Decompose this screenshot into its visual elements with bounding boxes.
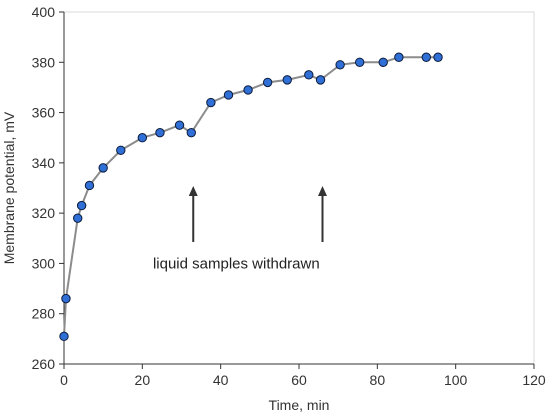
data-point (421, 52, 431, 62)
data-point (433, 52, 443, 62)
x-tick-label: 100 (444, 372, 468, 388)
data-point (61, 293, 71, 304)
y-axis-ticks: 260 280 300 320 340 360 380 400 (32, 4, 64, 372)
arrow-head (318, 186, 327, 196)
plot-frame (63, 11, 535, 365)
data-point (84, 180, 95, 191)
data-point (155, 127, 165, 138)
x-tick-label: 120 (522, 372, 546, 388)
x-axis-label: Time, min (269, 397, 330, 413)
y-tick-label: 300 (32, 255, 56, 271)
data-point (98, 163, 108, 173)
x-tick-label: 0 (60, 372, 68, 388)
data-point (355, 57, 365, 67)
arrow-head (188, 186, 198, 196)
x-axis-ticks: 0 20 40 60 80 100 120 (60, 364, 546, 388)
y-axis-label: Membrane potential, mV (1, 111, 17, 264)
y-tick-label: 320 (32, 205, 56, 221)
data-point (137, 133, 148, 143)
y-tick-label: 360 (32, 105, 56, 121)
series-line (63, 56, 438, 337)
y-tick-label: 400 (32, 4, 56, 20)
data-point (76, 200, 87, 211)
x-tick-label: 40 (213, 372, 229, 388)
data-point (59, 331, 69, 342)
data-point (116, 145, 126, 155)
x-tick-label: 20 (135, 372, 151, 388)
y-tick-label: 380 (32, 54, 56, 70)
data-point (174, 120, 185, 130)
data-point (73, 213, 83, 223)
data-point (315, 75, 326, 85)
data-point (223, 90, 234, 100)
plot-area (63, 11, 535, 365)
data-point (335, 60, 345, 70)
data-point (206, 97, 216, 108)
data-point (186, 127, 196, 138)
y-tick-label: 260 (32, 356, 56, 372)
y-tick-label: 280 (32, 306, 56, 322)
data-series (59, 52, 443, 342)
annotation-text: liquid samples withdrawn (153, 255, 320, 272)
data-point (394, 52, 404, 62)
data-point (378, 57, 388, 67)
x-tick-label: 80 (370, 372, 386, 388)
x-tick-label: 60 (291, 372, 307, 388)
annotation-group: liquid samples withdrawn (153, 186, 327, 272)
data-point (304, 70, 314, 80)
data-point (282, 75, 292, 85)
y-tick-label: 340 (32, 155, 56, 171)
data-point (243, 85, 253, 95)
data-point (262, 77, 273, 88)
